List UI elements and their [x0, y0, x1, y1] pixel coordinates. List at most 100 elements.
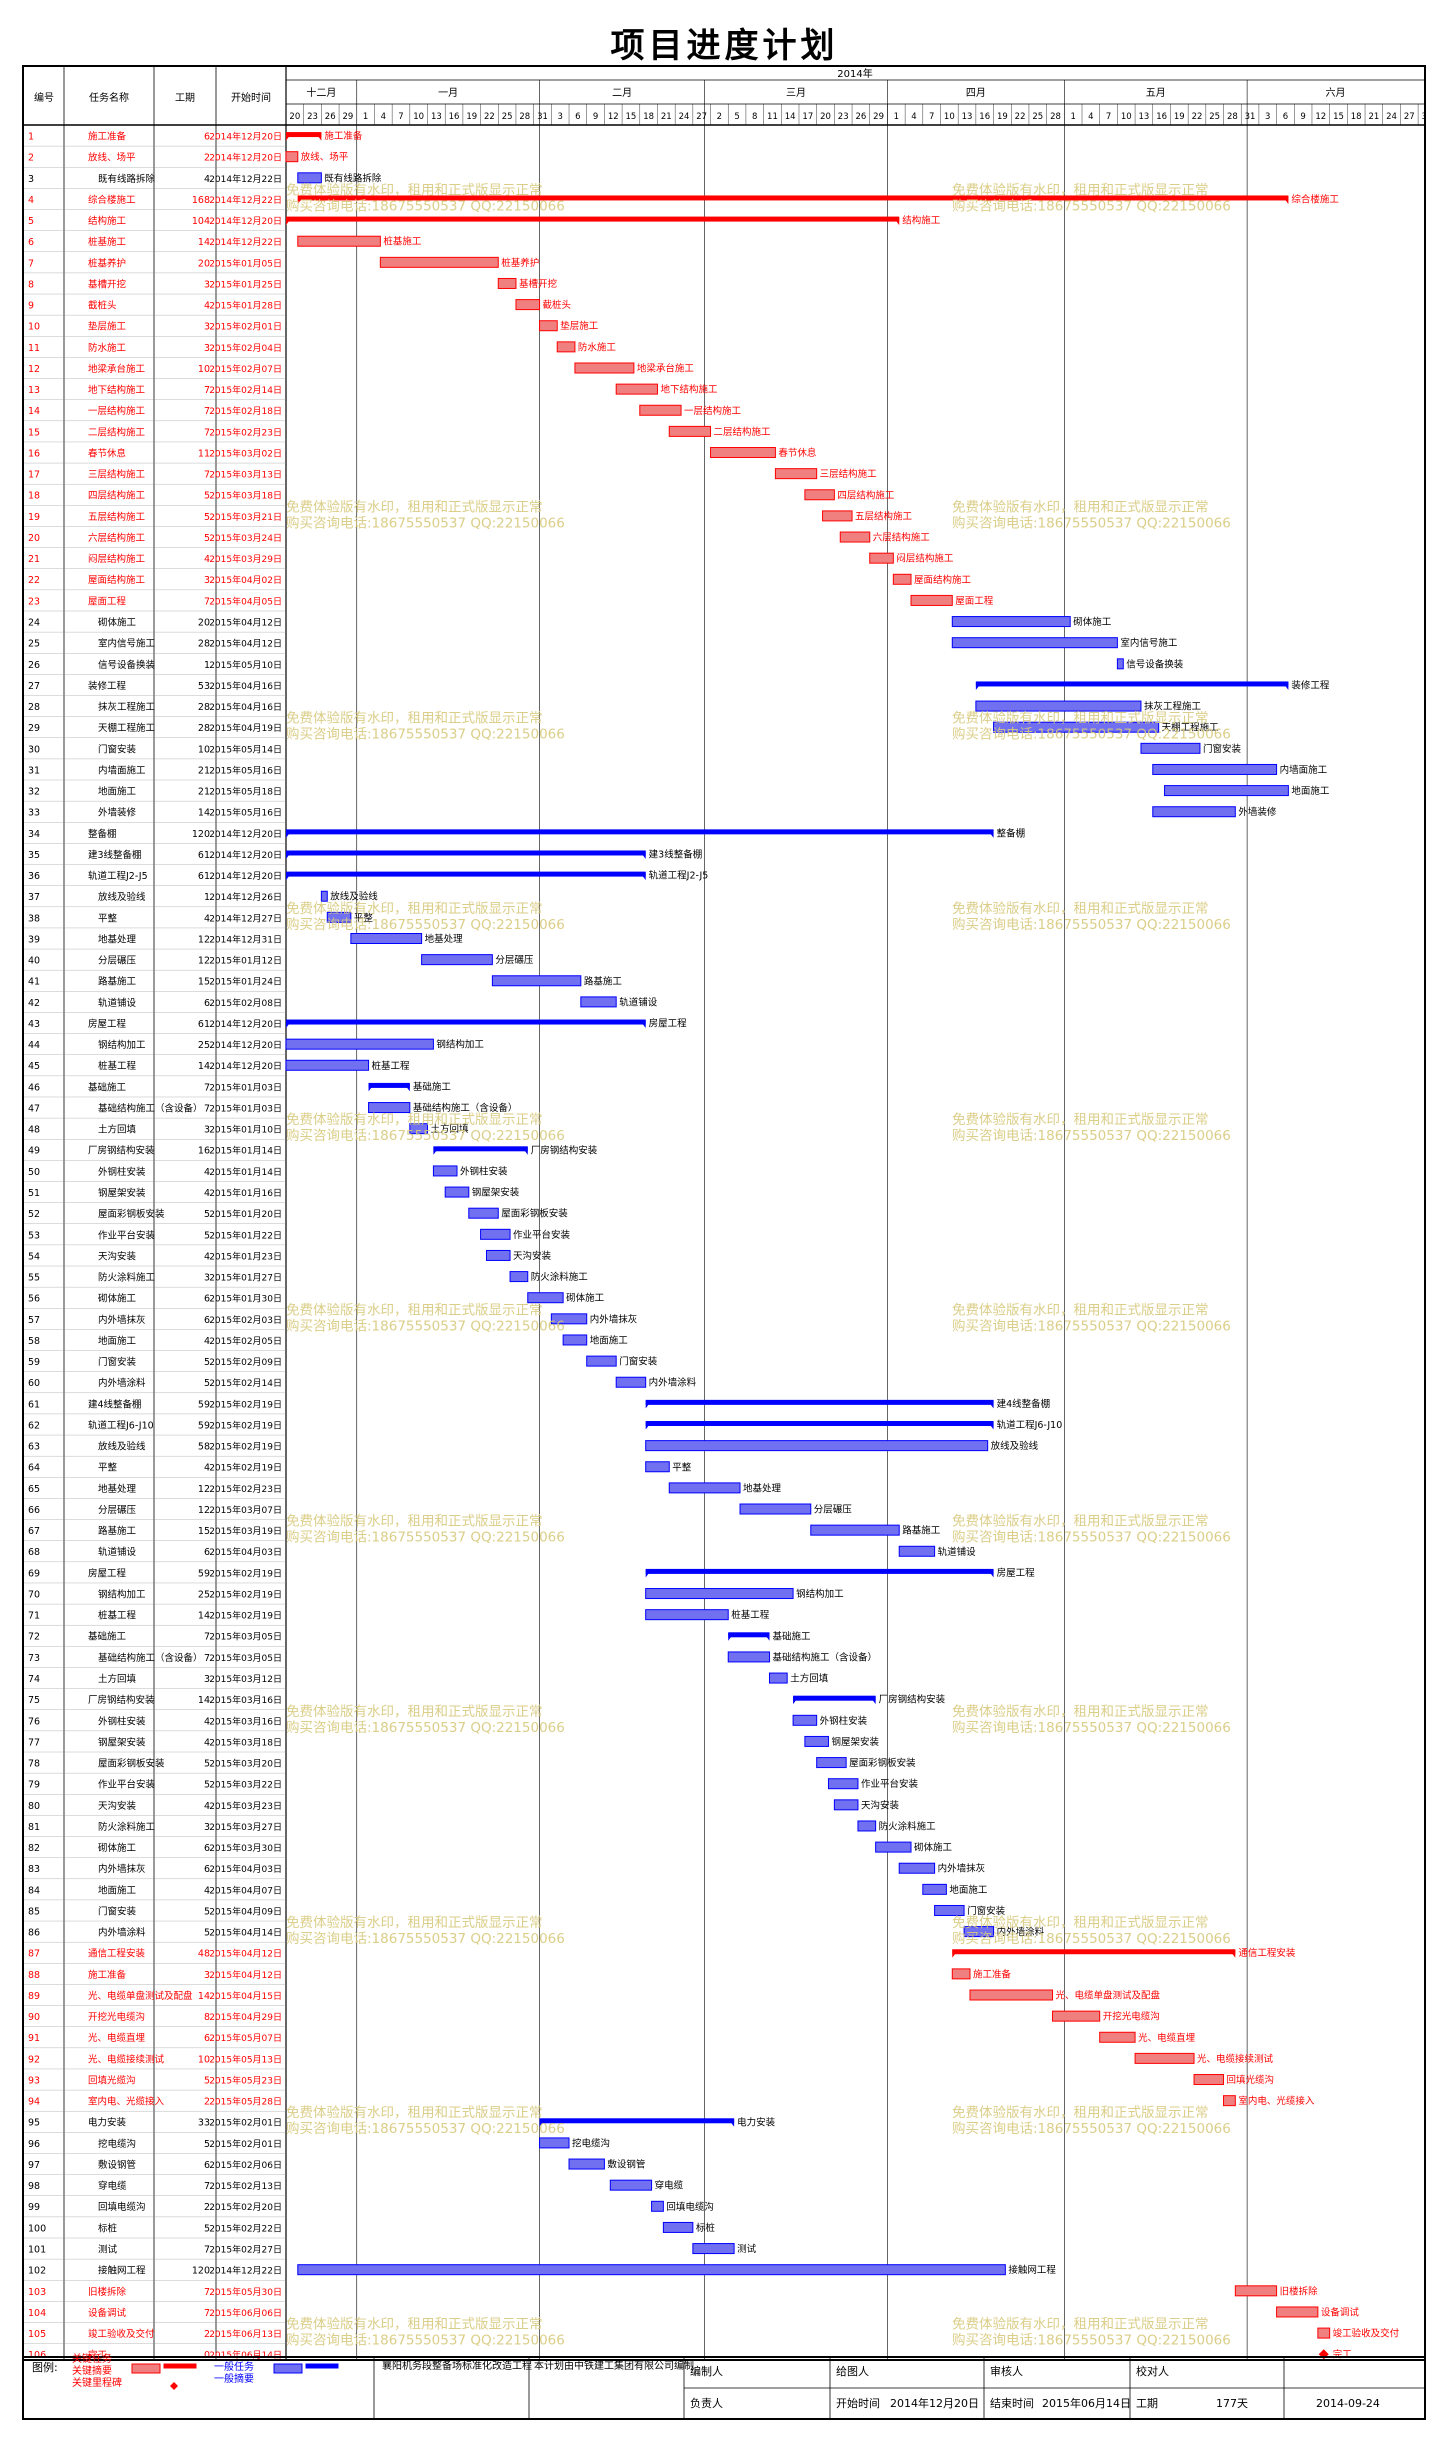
- task-name: 既有线路拆除: [98, 173, 156, 185]
- task-name: 一层结构施工: [88, 405, 146, 417]
- day-label: 9: [593, 112, 598, 122]
- task-bar-label: 放线及验线: [991, 1440, 1039, 1452]
- task-duration: 61: [198, 871, 210, 882]
- task-id: 68: [28, 1547, 40, 1558]
- task-duration: 28: [198, 723, 210, 734]
- day-label: 1: [363, 112, 368, 122]
- task-start: 2015年06月14日: [209, 2349, 282, 2359]
- task-id: 100: [28, 2223, 46, 2234]
- task-duration: 5: [204, 1928, 210, 1939]
- task-bar: [645, 1588, 794, 1600]
- task-duration: 6: [204, 1843, 210, 1854]
- task-id: 29: [28, 723, 40, 734]
- task-id: 31: [28, 765, 40, 776]
- task-id: 105: [28, 2329, 46, 2340]
- task-start: 2015年02月19日: [209, 1567, 282, 1579]
- task-name: 天沟安装: [98, 1800, 137, 1812]
- task-id: 30: [28, 744, 40, 755]
- task-duration: 168: [192, 195, 210, 206]
- task-bar-label: 内墙面施工: [1280, 764, 1328, 776]
- task-duration: 58: [198, 1442, 210, 1453]
- task-id: 78: [28, 1759, 40, 1770]
- watermark-line2: 购买咨询电话:18675550537 QQ:22150066: [952, 1931, 1231, 1947]
- task-bar: [892, 573, 912, 585]
- task-bar: [810, 1524, 900, 1536]
- task-name: 平整: [98, 912, 118, 924]
- summary-cap-right: [315, 132, 322, 141]
- task-duration: 4: [204, 1801, 210, 1812]
- task-bar: [769, 1672, 788, 1684]
- task-name: 敷设钢管: [98, 2159, 136, 2171]
- task-bar-label: 内外墙抹灰: [938, 1863, 986, 1875]
- summary-cap-right: [893, 217, 900, 226]
- task-bar-label: 敷设钢管: [607, 2159, 645, 2171]
- task-bar-label: 屋面结构施工: [914, 574, 972, 586]
- task-id: 33: [28, 808, 40, 819]
- day-label: 8: [752, 112, 757, 122]
- task-start: 2015年05月10日: [209, 659, 282, 671]
- month-label: 五月: [1146, 87, 1166, 99]
- task-bar: [350, 933, 423, 945]
- task-bar-label: 垫层施工: [560, 320, 599, 332]
- task-id: 38: [28, 913, 40, 924]
- day-label: 4: [911, 112, 916, 122]
- task-bar: [951, 1968, 971, 1980]
- day-label: 23: [838, 112, 849, 122]
- task-name: 内外墙抹灰: [98, 1314, 146, 1326]
- task-id: 35: [28, 850, 40, 861]
- task-id: 76: [28, 1716, 40, 1727]
- day-label: 13: [1139, 112, 1150, 122]
- task-start: 2015年01月23日: [209, 1250, 282, 1262]
- task-bar-label: 钢屋架安装: [472, 1187, 520, 1199]
- task-name: 施工准备: [88, 1969, 127, 1981]
- task-id: 11: [28, 343, 40, 354]
- summary-cap-right: [521, 1146, 528, 1155]
- task-start: 2015年02月06日: [209, 2159, 282, 2171]
- task-duration: 1: [204, 660, 210, 671]
- task-name: 结构施工: [88, 215, 127, 227]
- task-bar-label: 屋面彩钢板安装: [501, 1208, 568, 1220]
- summary-cap-left: [645, 1400, 652, 1409]
- day-label: 17: [802, 112, 813, 122]
- day-label: 20: [820, 112, 831, 122]
- watermark-line2: 购买咨询电话:18675550537 QQ:22150066: [286, 1720, 565, 1736]
- task-duration: 15: [198, 977, 210, 988]
- task-start: 2015年02月19日: [209, 1441, 282, 1453]
- task-duration: 6: [204, 1315, 210, 1326]
- task-bar: [539, 2137, 570, 2149]
- task-duration: 4: [204, 1716, 210, 1727]
- task-name: 地面施工: [98, 1335, 137, 1347]
- task-duration: 12: [198, 1484, 210, 1495]
- summary-bar: [952, 1949, 1236, 1955]
- task-start: 2015年02月14日: [209, 1377, 282, 1389]
- day-label: 28: [1050, 112, 1061, 122]
- day-label: 3: [557, 112, 562, 122]
- task-bar-label: 门窗安装: [967, 1905, 1006, 1917]
- watermark-line2: 购买咨询电话:18675550537 QQ:22150066: [286, 1128, 565, 1144]
- summary-cap-left: [645, 1569, 652, 1578]
- day-label: 18: [643, 112, 654, 122]
- task-bar-label: 轨道工程J2-J5: [649, 870, 709, 882]
- task-name: 内外墙涂料: [98, 1377, 146, 1389]
- task-name: 信号设备换装: [98, 659, 156, 671]
- task-bar: [727, 1651, 771, 1663]
- summary-cap-left: [952, 1949, 959, 1958]
- task-start: 2015年03月24日: [209, 532, 282, 544]
- task-start: 2015年03月20日: [209, 1758, 282, 1770]
- end-label: 结束时间: [990, 2397, 1034, 2410]
- task-name: 轨道铺设: [98, 1546, 137, 1558]
- summary-cap-left: [975, 681, 982, 690]
- watermark-line1: 免费体验版有水印，租用和正式版显示正常: [286, 1112, 543, 1128]
- task-name: 平整: [98, 1462, 118, 1474]
- task-id: 65: [28, 1484, 40, 1495]
- col-header-name: 任务名称: [89, 91, 129, 104]
- task-bar: [833, 1799, 859, 1811]
- task-duration: 7: [204, 2181, 210, 2192]
- task-bar: [1116, 658, 1124, 670]
- watermark-line1: 免费体验版有水印，租用和正式版显示正常: [286, 2105, 543, 2121]
- task-id: 96: [28, 2139, 40, 2150]
- task-name: 抹灰工程施工: [98, 701, 156, 713]
- day-label: 23: [307, 112, 318, 122]
- task-id: 15: [28, 427, 40, 438]
- checker-label: 审核人: [990, 2365, 1023, 2378]
